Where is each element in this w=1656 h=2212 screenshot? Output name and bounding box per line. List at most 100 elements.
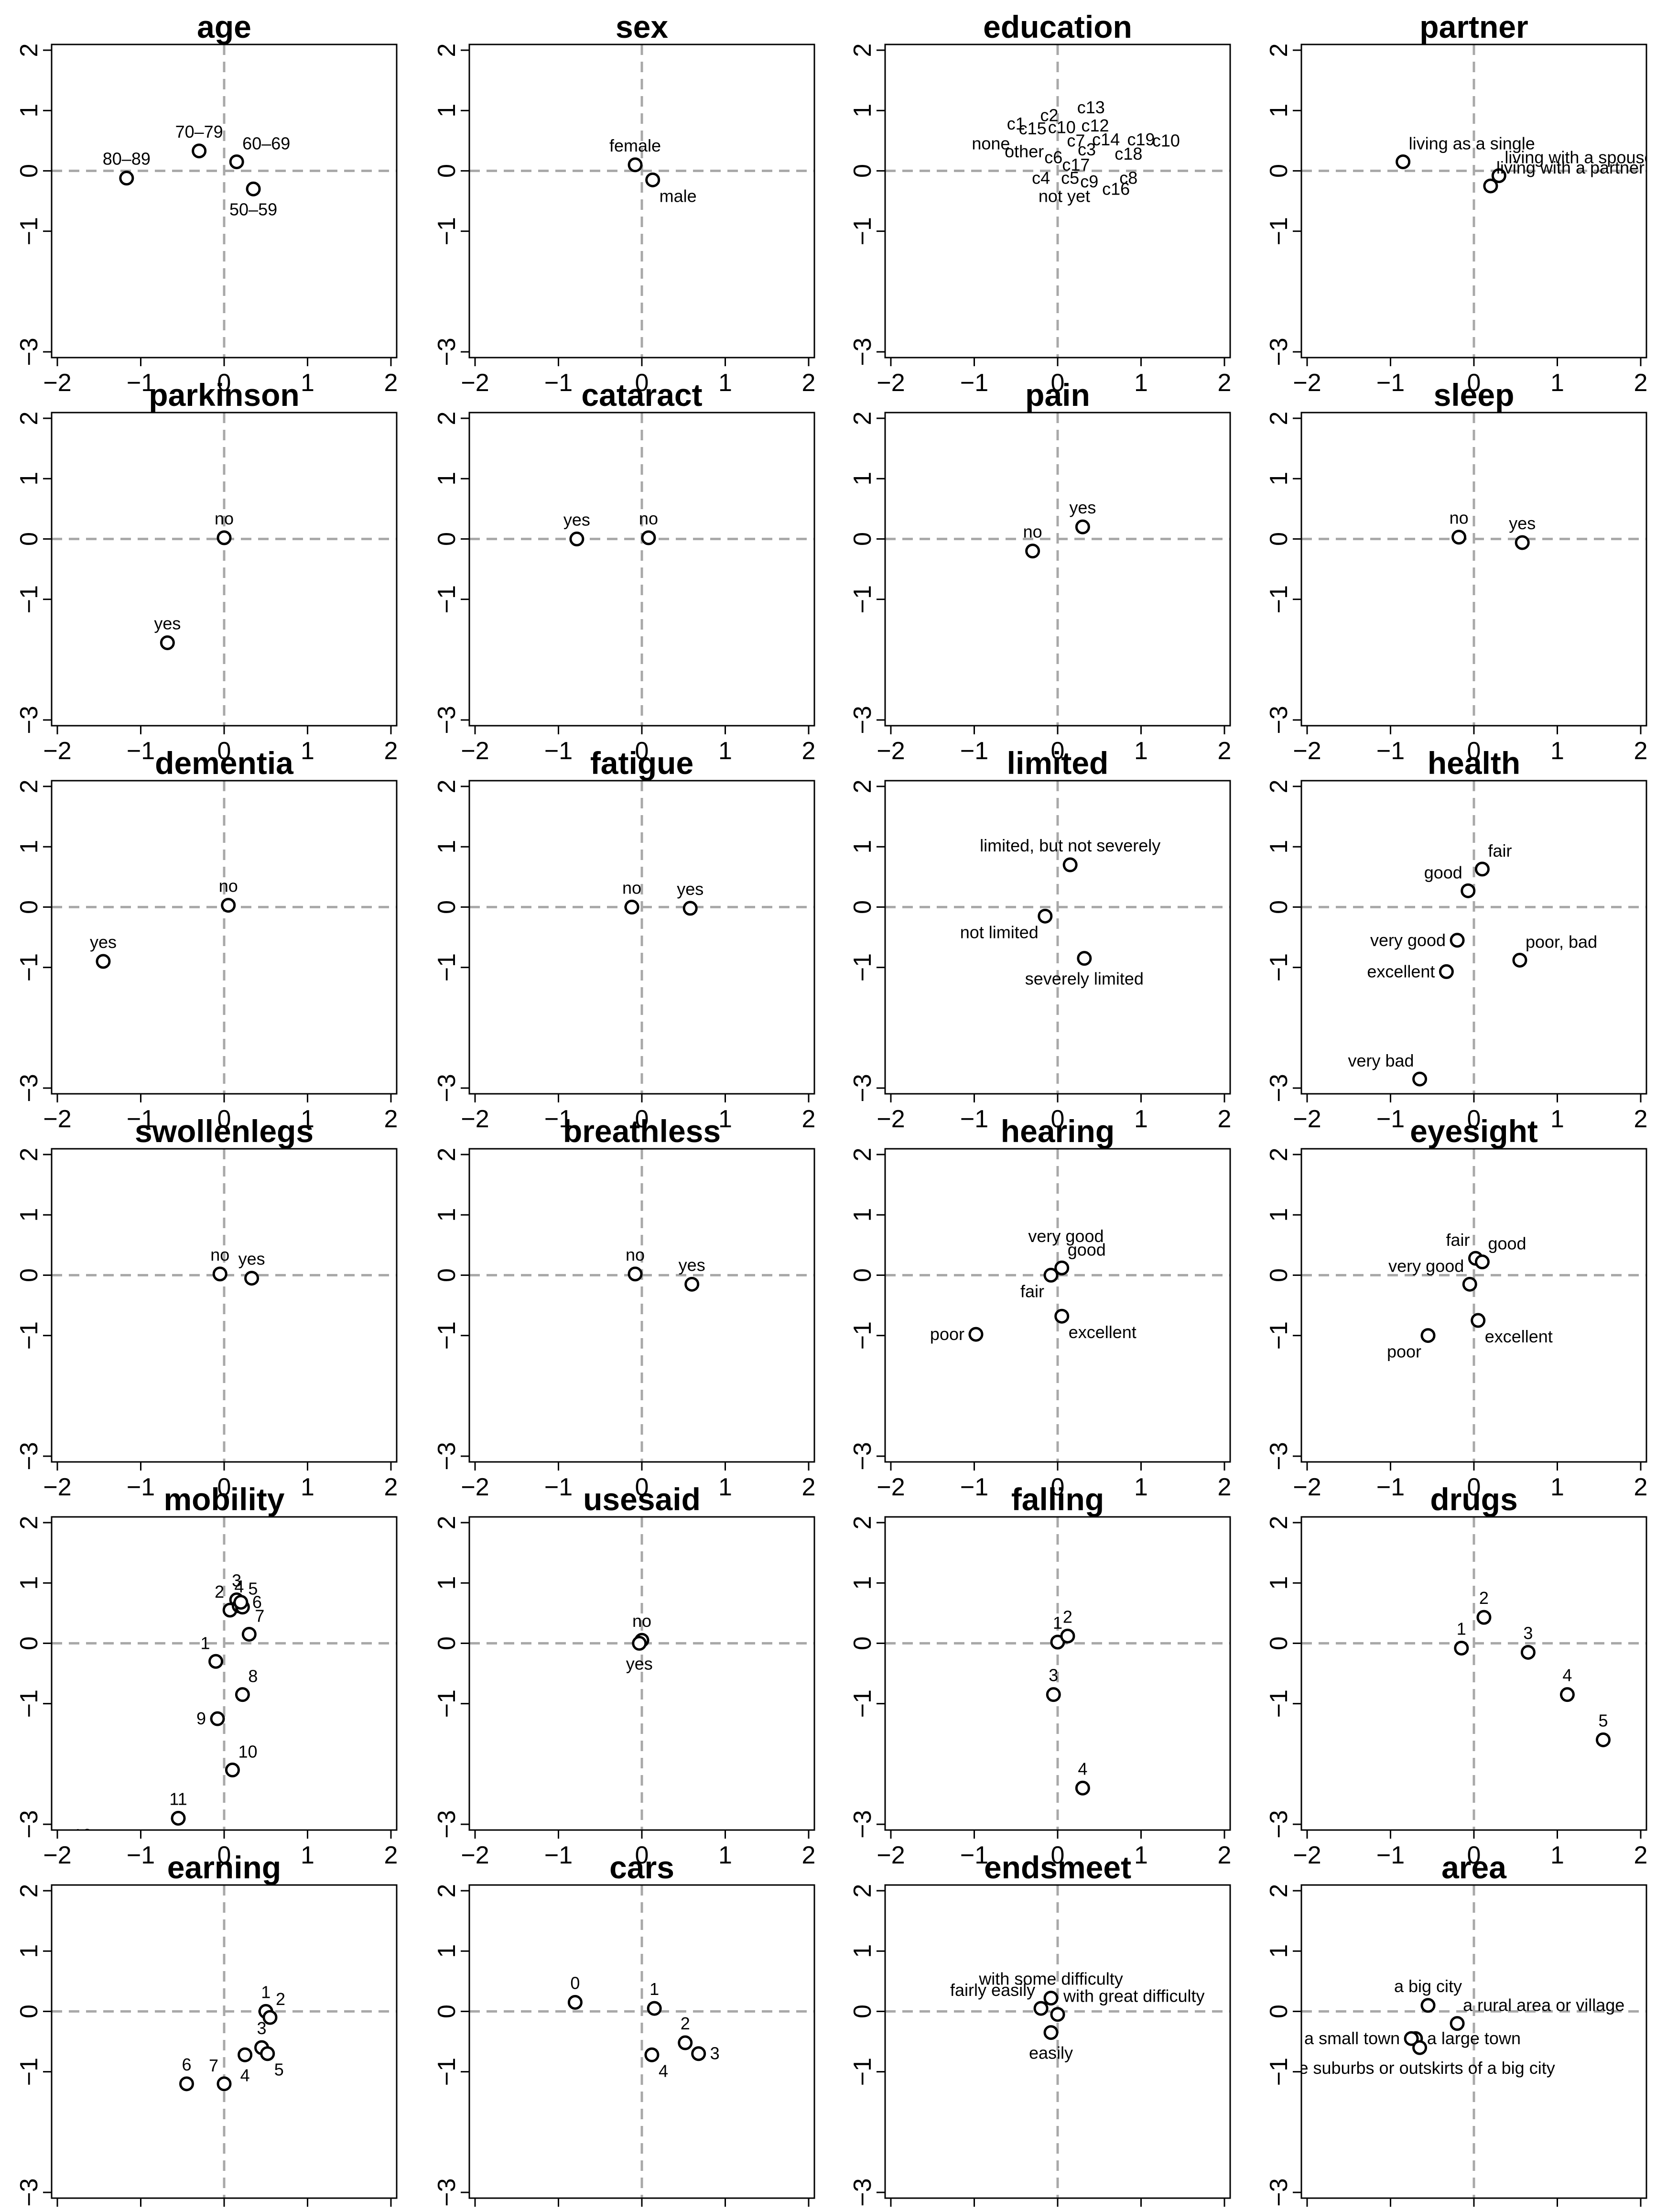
point-label: c15: [1019, 119, 1047, 138]
data-point: [216, 530, 232, 545]
y-tick-label: −3: [849, 2178, 877, 2206]
data-point: [1515, 535, 1530, 550]
y-tick-label: −1: [15, 2058, 43, 2086]
point-label: not yet: [1039, 186, 1090, 206]
y-tick-label: 0: [1265, 2005, 1293, 2018]
x-tick-label: −1: [544, 737, 573, 765]
data-point: [1043, 1267, 1059, 1283]
y-tick-label: 1: [433, 1208, 461, 1222]
y-tick-label: −3: [433, 2178, 461, 2206]
point-label: 2: [681, 2014, 690, 2033]
data-point: [624, 899, 639, 915]
point-label: 3: [1523, 1623, 1533, 1643]
y-tick-label: 0: [15, 532, 43, 546]
x-tick-label: 2: [1634, 1842, 1648, 1869]
y-tick-label: −1: [1265, 217, 1293, 245]
x-tick-label: 1: [1550, 369, 1564, 397]
y-tick-label: −1: [849, 2058, 877, 2086]
x-tick-label: 1: [1134, 1473, 1148, 1501]
x-tick-label: 2: [1218, 737, 1232, 765]
x-tick-label: −2: [461, 2210, 489, 2212]
x-tick-label: 1: [1550, 737, 1564, 765]
data-point: [1025, 544, 1040, 559]
data-point: [1450, 2016, 1465, 2031]
y-tick-label: −3: [1265, 1442, 1293, 1470]
y-tick-label: −1: [1265, 585, 1293, 613]
point-label: poor, bad: [1526, 932, 1597, 951]
y-tick-label: −3: [1265, 1810, 1293, 1838]
y-tick-label: −3: [849, 706, 877, 734]
y-tick-label: 2: [849, 1884, 877, 1898]
x-tick-label: 0: [1467, 1105, 1481, 1133]
point-label: easily: [1029, 2043, 1073, 2063]
y-tick-label: 1: [849, 472, 877, 486]
point-label: fair: [1488, 841, 1512, 861]
data-point: [229, 154, 244, 169]
x-tick-label: −1: [544, 1473, 573, 1501]
x-tick-label: −2: [1293, 737, 1321, 765]
x-tick-label: −2: [877, 1842, 905, 1869]
y-tick-label: 0: [849, 1268, 877, 1282]
data-point: [682, 901, 698, 916]
x-tick-label: 1: [718, 737, 732, 765]
y-tick-label: −1: [433, 1689, 461, 1718]
y-tick-label: 2: [15, 780, 43, 794]
data-point: [1054, 1260, 1070, 1275]
point-label: 11: [169, 1789, 187, 1809]
x-tick-label: 0: [635, 2210, 649, 2212]
panel-pain: pain −2 −1 0 1 2 −3 −1 0 1 2 no yes: [849, 377, 1231, 765]
x-tick-label: −1: [1376, 2210, 1405, 2212]
point-label: c14: [1092, 130, 1120, 149]
y-tick-label: −3: [15, 1442, 43, 1470]
y-tick-label: 1: [849, 840, 877, 854]
y-tick-label: 1: [1265, 1576, 1293, 1590]
panel-title: usesaid: [583, 1482, 701, 1517]
data-point: [644, 2047, 660, 2062]
point-label: 1: [261, 1982, 271, 2002]
x-tick-label: −2: [1293, 2210, 1321, 2212]
y-tick-label: 0: [849, 532, 877, 546]
panel-title: hearing: [1001, 1113, 1115, 1149]
point-label: poor: [930, 1324, 964, 1344]
y-tick-label: 2: [849, 780, 877, 794]
data-point: [1451, 530, 1467, 545]
data-point: [1461, 883, 1476, 898]
y-tick-label: −3: [849, 1810, 877, 1838]
data-point: [1474, 861, 1490, 877]
x-tick-label: 2: [1218, 1473, 1232, 1501]
y-tick-label: −1: [15, 217, 43, 245]
panel-cataract: cataract −2 −1 0 1 2 −3 −1 0 1 2 yes no: [433, 377, 815, 765]
x-tick-label: −1: [960, 2210, 988, 2212]
x-tick-label: −1: [544, 1105, 573, 1133]
y-tick-label: 2: [433, 1884, 461, 1898]
y-tick-label: 2: [1265, 44, 1293, 57]
y-tick-label: −3: [15, 1074, 43, 1102]
y-tick-label: 0: [1265, 900, 1293, 914]
data-point: [221, 898, 236, 913]
x-tick-label: 0: [1467, 737, 1481, 765]
y-tick-label: 2: [849, 412, 877, 425]
y-tick-label: 0: [433, 532, 461, 546]
point-label: male: [660, 186, 697, 206]
point-label: no: [626, 1245, 645, 1264]
x-tick-label: −1: [127, 1105, 155, 1133]
data-point: [233, 1595, 249, 1610]
y-tick-label: −1: [433, 953, 461, 981]
x-tick-label: 0: [1051, 2210, 1065, 2212]
y-tick-label: 1: [15, 104, 43, 118]
x-tick-label: −2: [1293, 1105, 1321, 1133]
data-point: [171, 1810, 186, 1826]
point-label: no: [1023, 522, 1042, 542]
x-tick-label: 2: [384, 1105, 398, 1133]
y-tick-label: 0: [849, 164, 877, 178]
y-tick-label: 1: [849, 104, 877, 118]
point-label: 1: [1053, 1613, 1062, 1633]
x-tick-label: 2: [384, 737, 398, 765]
x-tick-label: 0: [217, 369, 231, 397]
y-tick-label: 2: [15, 412, 43, 425]
x-tick-label: 2: [1634, 369, 1648, 397]
x-tick-label: 2: [1218, 369, 1232, 397]
